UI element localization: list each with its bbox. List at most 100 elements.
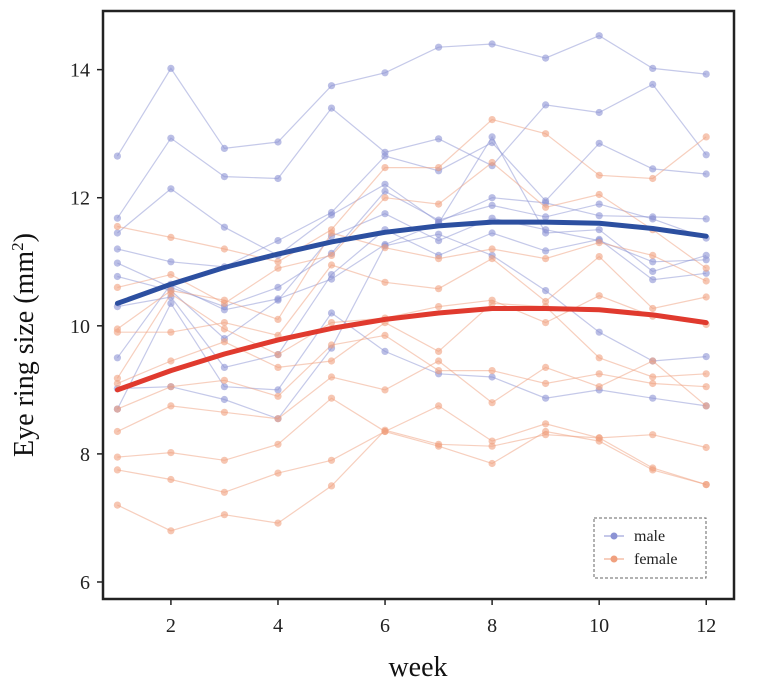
female-data-point xyxy=(381,426,389,434)
female-data-point xyxy=(595,292,603,300)
female-data-point xyxy=(435,255,443,263)
male-data-point xyxy=(220,395,228,404)
female-data-point xyxy=(649,174,657,183)
male-data-point xyxy=(435,230,443,238)
y-axis-title-superscript: 2 xyxy=(8,242,27,251)
trend-lines xyxy=(114,219,709,393)
female-data-point xyxy=(220,488,228,496)
female-data-point xyxy=(435,347,443,355)
male-data-point xyxy=(435,135,443,143)
female-data-point xyxy=(542,297,550,306)
female-data-point xyxy=(381,164,389,172)
individual-lines xyxy=(113,32,710,535)
female-data-point xyxy=(381,278,389,286)
male-data-point xyxy=(702,215,710,223)
male-data-point xyxy=(327,275,336,283)
y-tick-label: 14 xyxy=(70,60,90,82)
x-tick-label: 2 xyxy=(166,615,176,637)
male-data-point xyxy=(542,101,550,109)
female-individual-series xyxy=(113,299,710,388)
female-individual-series xyxy=(113,253,710,339)
male-data-point xyxy=(649,258,657,266)
female-data-point xyxy=(327,261,336,269)
male-data-point xyxy=(381,69,389,77)
female-individual-line xyxy=(117,430,707,493)
male-individual-line xyxy=(117,183,707,257)
male-data-point xyxy=(167,258,175,266)
male-data-point xyxy=(649,394,657,402)
female-data-point xyxy=(167,328,175,336)
female-data-point xyxy=(220,245,228,253)
female-data-point xyxy=(702,402,710,410)
female-data-point xyxy=(435,357,443,365)
y-axis-title: Eye ring size (mm2) xyxy=(8,233,40,457)
male-data-point xyxy=(542,394,550,402)
male-data-point xyxy=(595,108,603,117)
male-individual-line xyxy=(116,302,707,410)
male-data-point xyxy=(649,267,657,275)
y-tick-label: 8 xyxy=(80,444,90,466)
female-individual-series xyxy=(113,290,710,382)
female-data-point xyxy=(274,519,282,527)
male-data-point xyxy=(649,64,657,72)
female-data-point xyxy=(220,408,228,416)
female-data-point xyxy=(488,116,496,124)
female-data-point xyxy=(381,194,389,202)
male-data-point xyxy=(327,208,336,217)
male-data-point xyxy=(542,247,550,255)
female-data-point xyxy=(220,296,228,304)
female-data-point xyxy=(435,402,443,410)
female-data-point xyxy=(649,373,657,381)
y-tick-label: 12 xyxy=(70,188,90,210)
female-data-point xyxy=(327,251,336,259)
female-data-point xyxy=(274,392,282,400)
male-data-point xyxy=(113,272,121,281)
male-data-point xyxy=(167,134,175,142)
female-data-point xyxy=(113,379,121,388)
female-data-point xyxy=(381,331,389,339)
female-data-point xyxy=(542,420,550,428)
male-data-point xyxy=(595,139,603,147)
male-data-point xyxy=(595,212,603,220)
female-data-point xyxy=(220,325,228,333)
female-data-point xyxy=(702,370,710,378)
female-data-point xyxy=(435,367,443,375)
female-data-point xyxy=(702,293,710,301)
male-data-point xyxy=(381,152,389,160)
male-individual-line xyxy=(117,190,707,308)
female-individual-line xyxy=(117,334,707,410)
female-data-point xyxy=(113,328,121,336)
female-data-point xyxy=(435,164,443,172)
female-data-point xyxy=(702,277,710,285)
legend-female-label: female xyxy=(634,551,678,568)
male-data-point xyxy=(542,229,550,237)
female-data-point xyxy=(327,319,336,327)
female-data-point xyxy=(649,431,657,439)
male-data-point xyxy=(649,165,657,173)
female-data-point xyxy=(595,171,603,179)
female-data-point xyxy=(167,383,175,391)
female-data-point xyxy=(595,239,603,247)
female-data-point xyxy=(435,200,443,208)
male-data-point xyxy=(113,152,121,160)
female-data-point xyxy=(113,374,121,382)
female-data-point xyxy=(274,315,282,323)
female-data-point xyxy=(595,434,603,442)
female-individual-line xyxy=(117,302,707,385)
male-data-point xyxy=(702,151,710,159)
female-data-point xyxy=(274,469,282,477)
female-data-point xyxy=(381,244,389,252)
male-data-point xyxy=(274,174,282,183)
male-data-point xyxy=(649,276,657,284)
female-data-point xyxy=(488,399,496,407)
female-individual-line xyxy=(117,397,707,461)
male-data-point xyxy=(327,104,336,112)
female-data-point xyxy=(327,394,336,402)
female-data-point xyxy=(220,338,228,346)
female-individual-series xyxy=(113,357,710,436)
x-tick-label: 4 xyxy=(273,615,283,637)
male-data-point xyxy=(595,200,603,208)
legend: male female xyxy=(593,517,707,579)
female-data-point xyxy=(274,351,282,359)
